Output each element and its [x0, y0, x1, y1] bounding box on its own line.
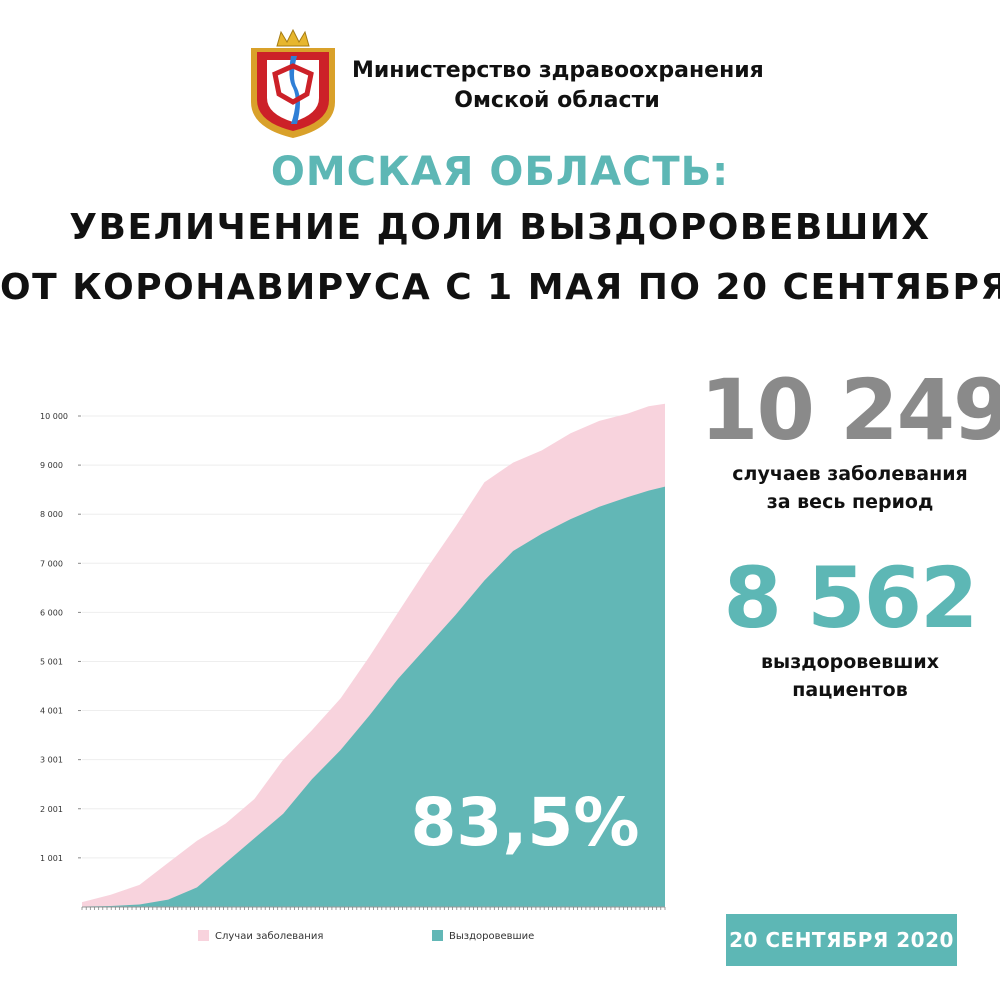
recovered-label-line-1: выздоровевших — [761, 651, 939, 673]
date-badge: 20 СЕНТЯБРЯ 2020 — [726, 914, 957, 966]
header: Министерство здравоохранения Омской обла… — [0, 14, 1000, 138]
legend-swatch-recovered — [432, 930, 443, 941]
cases-stat: 10 249 случаев заболевания за весь перио… — [700, 360, 1000, 516]
recovered-area — [82, 486, 665, 907]
y-tick-label: 9 000 — [40, 461, 63, 470]
headline-title-line-2: ОТ КОРОНАВИРУСА С 1 МАЯ ПО 20 СЕНТЯБРЯ — [0, 267, 1000, 308]
percentage-annotation: 83,5% — [411, 784, 640, 861]
legend-label-cases: Случаи заболевания — [215, 931, 323, 942]
chart-svg: 1 001 2 001 3 001 4 001 5 001 6 000 7 000 8 000… — [40, 403, 666, 942]
y-tick-label: 7 000 — [40, 559, 63, 568]
legend-swatch-cases — [198, 930, 209, 941]
coat-of-arms-icon — [251, 28, 335, 138]
y-tick-label: 3 001 — [40, 756, 63, 765]
headline-title-line-1: УВЕЛИЧЕНИЕ ДОЛИ ВЫЗДОРОВЕВШИХ — [69, 207, 931, 248]
y-tick-label: 2 001 — [40, 805, 63, 814]
y-tick-label: 10 000 — [40, 412, 68, 421]
recovered-stat: 8 562 выздоровевших пациентов — [700, 548, 1000, 704]
y-tick-label: 4 001 — [40, 707, 63, 716]
recovered-label-line-2: пациентов — [792, 679, 908, 701]
area-chart: 1 001 2 001 3 001 4 001 5 001 6 000 7 000 8 000… — [0, 380, 700, 960]
y-tick-label: 1 001 — [40, 854, 63, 863]
y-tick-label: 8 000 — [40, 510, 63, 519]
cases-label-line-2: за весь период — [766, 491, 934, 513]
legend-label-recovered: Выздоровевшие — [449, 931, 534, 942]
ministry-line-1: Министерство здравоохранения — [352, 58, 764, 83]
cases-value: 10 249 — [700, 361, 1000, 459]
y-tick-label: 6 000 — [40, 608, 63, 617]
recovered-value: 8 562 — [723, 549, 978, 647]
headline: ОМСКАЯ ОБЛАСТЬ: УВЕЛИЧЕНИЕ ДОЛИ ВЫЗДОРОВ… — [0, 146, 1000, 318]
y-tick-label: 5 001 — [40, 657, 63, 666]
ministry-name: Министерство здравоохранения Омской обла… — [352, 56, 764, 116]
ministry-line-2: Омской области — [454, 88, 660, 113]
cases-label-line-1: случаев заболевания — [732, 463, 968, 485]
headline-subtitle: ОМСКАЯ ОБЛАСТЬ: — [270, 149, 730, 195]
